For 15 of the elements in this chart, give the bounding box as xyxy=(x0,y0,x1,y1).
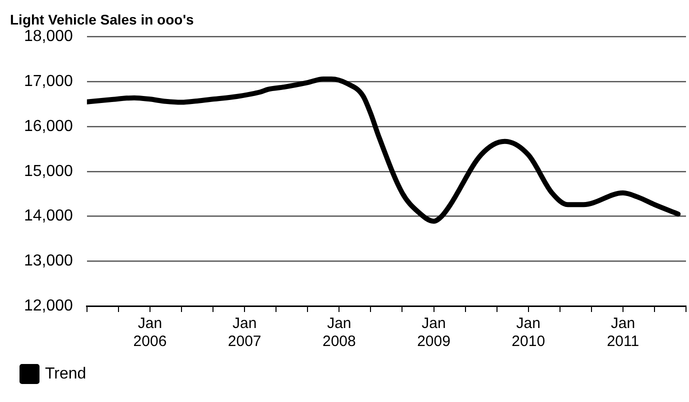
y-tick-label: 14,000 xyxy=(24,208,74,225)
y-tick-label: 18,000 xyxy=(24,28,74,46)
x-tick-label: Jan 2006 xyxy=(133,315,167,350)
y-tick-label: 16,000 xyxy=(24,118,74,135)
x-tick-label: Jan 2008 xyxy=(322,315,356,350)
y-tick-label: 12,000 xyxy=(24,297,74,314)
x-tick-label: Jan 2011 xyxy=(606,315,640,350)
x-tick-label: Jan 2010 xyxy=(512,315,546,350)
x-tick-label: Jan 2007 xyxy=(228,315,262,350)
y-tick-label: 13,000 xyxy=(24,252,74,270)
y-tick-label: 17,000 xyxy=(24,73,74,90)
chart-title: Light Vehicle Sales in ooo's xyxy=(10,11,194,28)
x-tick-label: Jan 2009 xyxy=(417,315,450,350)
legend-label: Trend xyxy=(45,365,86,382)
y-tick-label: 15,000 xyxy=(24,162,74,180)
